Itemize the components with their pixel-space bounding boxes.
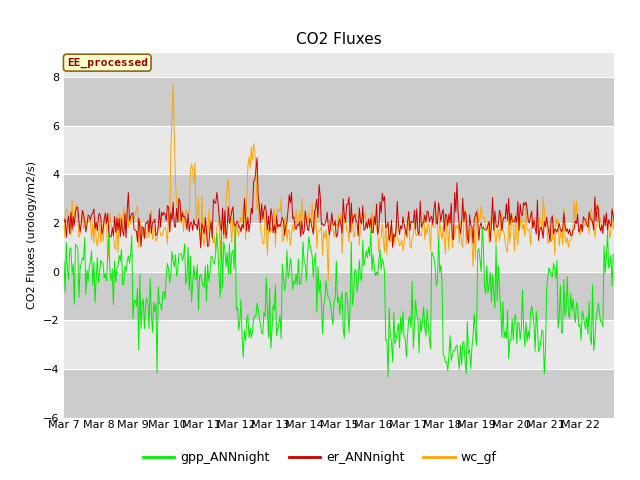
Bar xyxy=(64,223,614,272)
Legend: gpp_ANNnight, er_ANNnight, wc_gf: gpp_ANNnight, er_ANNnight, wc_gf xyxy=(138,446,502,469)
Bar xyxy=(64,174,614,223)
Bar xyxy=(64,126,614,174)
Bar xyxy=(64,77,614,126)
Bar xyxy=(64,272,614,320)
Text: EE_processed: EE_processed xyxy=(67,58,148,68)
Title: CO2 Fluxes: CO2 Fluxes xyxy=(296,33,382,48)
Bar xyxy=(64,369,614,418)
Y-axis label: CO2 Fluxes (urology/m2/s): CO2 Fluxes (urology/m2/s) xyxy=(27,161,37,309)
Bar xyxy=(64,320,614,369)
Bar xyxy=(64,53,614,77)
